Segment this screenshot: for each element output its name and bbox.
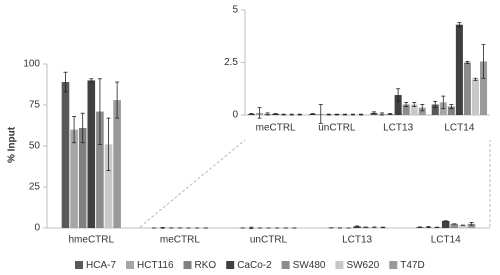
legend-swatch [75,261,83,269]
legend-label: T47D [400,260,424,271]
bar [455,24,463,116]
bar [450,223,459,228]
x-tick-label: LCT14 [444,123,474,134]
x-tick-label: unCTRL [250,235,288,246]
y-tick-label: 50 [29,141,41,152]
x-tick-label: unCTRL [318,123,356,134]
legend-swatch [281,261,290,269]
legend-swatch [389,261,398,269]
bar [104,144,113,228]
y-tick-label: 0 [232,110,238,121]
y-axis-label: % Input [7,126,18,163]
legend-label: SW480 [293,260,326,271]
legend-label: HCA-7 [86,260,116,271]
bar [441,220,450,228]
bar [96,111,104,228]
legend-label: CaCo-2 [237,260,272,271]
legend-label: HCT116 [137,260,174,271]
y-tick-label: 2.5 [224,57,238,68]
bar [459,225,467,228]
bar [467,223,476,228]
legend-swatch [126,261,135,269]
zoom-guide [139,139,246,228]
bar [418,107,426,115]
bar [61,82,70,228]
bar [447,106,455,115]
y-tick-label: 75 [29,100,41,111]
y-tick-label: 100 [23,59,40,70]
x-tick-label: meCTRL [256,123,296,134]
x-tick-label: hmeCTRL [69,235,115,246]
x-tick-label: meCTRL [160,235,200,246]
legend-label: SW620 [346,260,379,271]
bar [394,95,402,115]
y-tick-label: 5 [232,5,238,16]
bar [78,127,87,228]
y-tick-label: 25 [29,182,41,193]
x-tick-label: LCT14 [431,235,461,246]
bar [410,104,418,115]
bar [402,104,410,115]
bar [480,61,488,115]
y-tick-label: 0 [34,223,40,234]
x-tick-label: LCT13 [383,123,413,134]
legend-swatch [335,261,344,269]
legend-label: RKO [195,260,217,271]
bar [113,100,121,228]
bar [463,62,471,115]
legend-swatch [183,261,192,269]
x-tick-label: LCT13 [342,235,372,246]
legend-swatch [226,261,235,269]
bar [87,80,96,229]
bar [70,129,78,228]
bar [471,79,479,115]
bar [431,104,439,115]
